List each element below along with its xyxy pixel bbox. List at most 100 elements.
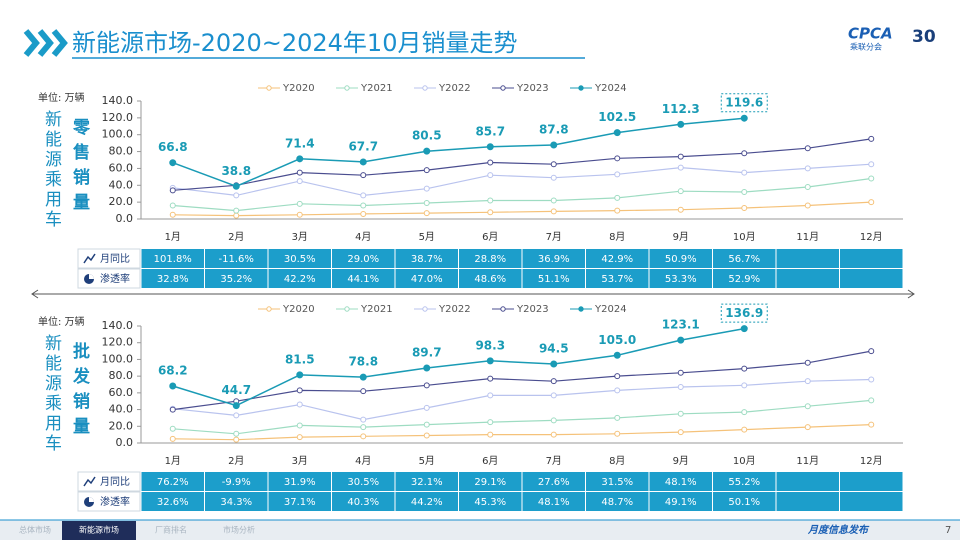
side-label: 新能源乘用车 — [41, 110, 61, 230]
table-cell-text: 48.1% — [665, 477, 697, 488]
point — [232, 182, 240, 190]
table-cell-text: 56.7% — [728, 254, 760, 265]
point — [550, 417, 557, 424]
x-tick-label: 3月 — [292, 231, 308, 243]
x-tick-label: 6月 — [482, 455, 498, 467]
point — [868, 397, 875, 404]
point — [296, 422, 303, 429]
legend-label: Y2021 — [360, 304, 393, 315]
tab-active-bg — [62, 521, 136, 540]
row-icon — [83, 476, 96, 487]
table-cell — [776, 269, 839, 288]
point — [740, 325, 748, 333]
point — [233, 212, 240, 219]
y-tick-label: 140.0 — [102, 319, 134, 332]
table-cell-text: 29.0% — [347, 254, 379, 265]
page-title: 新能源市场-2020~2024年10月销量走势 — [72, 29, 517, 57]
table-cell-text: 47.0% — [411, 274, 443, 285]
data-label: 98.3 — [475, 338, 505, 352]
point — [233, 436, 240, 443]
row-label: 渗透率 — [100, 272, 130, 285]
legend-label: Y2021 — [360, 83, 393, 94]
footer-tab[interactable]: 厂商排名 — [155, 525, 187, 535]
table-cell — [713, 249, 776, 268]
logo-subtext: 乘联分会 — [850, 42, 882, 52]
point — [741, 169, 748, 176]
table-cell-text: 40.3% — [347, 497, 379, 508]
y-tick-label: 100.0 — [102, 128, 134, 141]
table-cell — [522, 472, 585, 491]
table-cell — [649, 492, 712, 511]
table-cell-text: 49.1% — [665, 497, 697, 508]
point — [169, 425, 176, 432]
table-cell — [141, 269, 204, 288]
table-cell-text: 30.5% — [347, 477, 379, 488]
legend-label: Y2023 — [516, 304, 549, 315]
table-cell — [840, 269, 903, 288]
point — [360, 202, 367, 209]
x-tick-label: 9月 — [673, 231, 689, 243]
unit-label: 单位: 万辆 — [38, 91, 85, 104]
point — [741, 189, 748, 196]
table-cell — [713, 472, 776, 491]
point — [423, 185, 430, 192]
table-cell — [141, 249, 204, 268]
point — [550, 141, 558, 149]
table-cell — [649, 269, 712, 288]
x-tick-label: 11月 — [796, 455, 819, 467]
table-cell — [332, 472, 395, 491]
legend-marker — [578, 85, 584, 91]
point — [550, 392, 557, 399]
page-number: 7 — [945, 525, 951, 536]
point — [550, 197, 557, 204]
point — [868, 161, 875, 168]
table-cell-text: 31.5% — [601, 477, 633, 488]
point — [296, 211, 303, 218]
point — [486, 143, 494, 151]
point — [804, 145, 811, 152]
legend-label: Y2024 — [594, 304, 627, 315]
series-line — [172, 378, 872, 421]
table-cell — [840, 492, 903, 511]
unit-label: 单位: 万辆 — [38, 315, 85, 328]
legend-marker — [344, 85, 350, 91]
table-cell — [776, 472, 839, 491]
table-cell — [586, 249, 649, 268]
table-cell — [459, 249, 522, 268]
point — [169, 187, 176, 194]
table-cell — [205, 472, 268, 491]
footer-tab[interactable]: 新能源市场 — [79, 525, 119, 535]
table-cell-text: 38.7% — [411, 254, 443, 265]
point — [169, 159, 177, 167]
legend-marker — [422, 306, 428, 312]
point — [360, 424, 367, 431]
footer-tab[interactable]: 总体市场 — [19, 525, 51, 535]
point — [487, 419, 494, 426]
data-label: 81.5 — [285, 352, 315, 366]
point — [804, 378, 811, 385]
table-cell — [459, 269, 522, 288]
anniversary: 30 — [912, 27, 936, 47]
table-cell — [649, 472, 712, 491]
point — [423, 147, 431, 155]
point — [741, 382, 748, 389]
table-cell-text: 32.1% — [411, 477, 443, 488]
table-cell — [522, 249, 585, 268]
data-label: 67.7 — [348, 139, 378, 153]
table-cell — [840, 249, 903, 268]
point — [360, 172, 367, 179]
x-tick-label: 8月 — [609, 455, 625, 467]
data-label: 89.7 — [412, 346, 442, 360]
row-label: 月同比 — [100, 253, 130, 265]
footer-tab[interactable]: 市场分析 — [223, 525, 255, 535]
x-tick-label: 2月 — [228, 455, 244, 467]
row-icon — [89, 497, 94, 502]
x-tick-label: 12月 — [860, 231, 883, 243]
point — [359, 373, 367, 381]
point — [169, 435, 176, 442]
point — [233, 412, 240, 419]
legend-label: Y2023 — [516, 83, 549, 94]
point — [487, 431, 494, 438]
point — [614, 373, 621, 380]
point — [868, 421, 875, 428]
